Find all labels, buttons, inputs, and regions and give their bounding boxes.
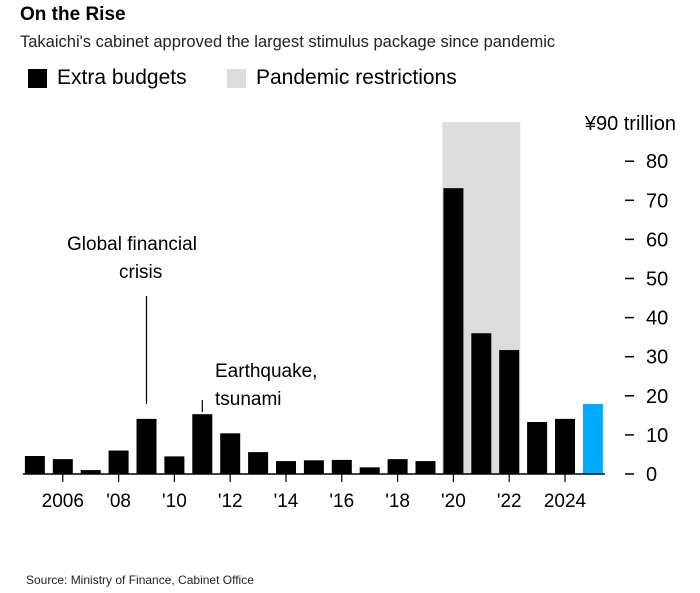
x-tick-label-2016: '16 (329, 491, 354, 512)
bar-2006 (52, 459, 73, 474)
bar-2011 (192, 414, 213, 474)
y-unit-label: ¥90 trillion (584, 113, 676, 135)
y-tick-label-80: 80 (646, 151, 668, 173)
y-tick-label-10: 10 (646, 425, 668, 447)
y-tick-label-40: 40 (646, 308, 668, 330)
y-tick-label-30: 30 (646, 347, 668, 369)
bar-2010 (164, 456, 185, 474)
bar-2017 (359, 467, 380, 474)
bar-2022 (499, 350, 520, 474)
chart-title: On the Rise (20, 4, 126, 25)
bar-2015 (303, 460, 324, 474)
bar-2018 (387, 459, 408, 474)
annotation-earthquake-line1: Earthquake, (215, 361, 317, 382)
y-tick-label-70: 70 (646, 190, 668, 212)
bar-2012 (220, 433, 241, 474)
bar-2019 (415, 461, 436, 474)
legend-label-pandemic: Pandemic restrictions (256, 66, 457, 89)
y-tick-label-20: 20 (646, 386, 668, 408)
x-tick-label-2020: '20 (441, 491, 466, 512)
x-tick-label-2022: '22 (497, 491, 522, 512)
x-tick-label-2014: '14 (274, 491, 299, 512)
x-tick-label-2006: 2006 (42, 491, 84, 512)
bar-2021 (471, 333, 492, 474)
bar-2023 (527, 421, 548, 474)
y-tick-label-50: 50 (646, 269, 668, 291)
y-tick-label-0: 0 (646, 464, 657, 486)
x-tick-label-2012: '12 (218, 491, 243, 512)
chart-subtitle: Takaichi's cabinet approved the largest … (20, 33, 556, 51)
source-note: Source: Ministry of Finance, Cabinet Off… (26, 573, 254, 587)
annotation-financial-crisis-line2: crisis (119, 262, 162, 283)
legend-swatch-extra-budgets (28, 69, 47, 88)
y-tick-label-60: 60 (646, 229, 668, 251)
bar-2014 (276, 461, 296, 474)
bar-2005 (24, 456, 45, 474)
bar-2009 (136, 418, 157, 474)
annotation-financial-crisis-line1: Global financial (67, 234, 197, 255)
x-tick-label-2018: '18 (385, 491, 410, 512)
bar-2024 (555, 418, 575, 474)
bar-2016 (331, 459, 352, 474)
legend-swatch-pandemic (227, 69, 246, 88)
bar-2008 (108, 450, 129, 474)
annotation-earthquake-line2: tsunami (215, 389, 282, 410)
bar-2013 (248, 452, 269, 474)
bar-2025 (582, 404, 603, 474)
x-tick-label-2008: '08 (106, 491, 131, 512)
x-tick-label-2024: 2024 (544, 491, 587, 512)
legend-label-extra-budgets: Extra budgets (57, 66, 187, 89)
bar-2020 (443, 188, 464, 474)
bar-2007 (80, 470, 101, 474)
x-tick-label-2010: '10 (162, 491, 187, 512)
